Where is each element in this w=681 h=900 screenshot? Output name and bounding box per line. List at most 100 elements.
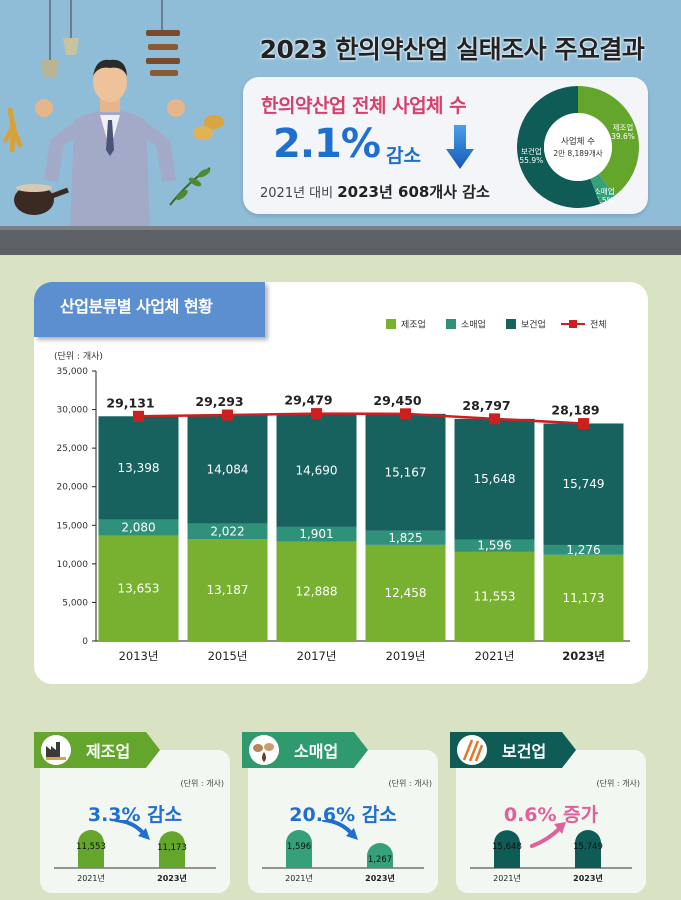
bar-segment xyxy=(98,519,179,536)
chart-unit-label: (단위 : 개사) xyxy=(54,351,103,362)
bar-segment xyxy=(187,523,268,540)
bar-segment xyxy=(276,526,357,542)
sector-tab xyxy=(242,732,368,768)
sector-percent: 3.3% 감소 xyxy=(87,804,183,826)
bar-value-label: 12,458 xyxy=(385,586,427,600)
mini-bar xyxy=(78,830,104,868)
y-tick-label: 10,000 xyxy=(57,560,89,570)
sector-card: (단위 : 개사) 0.6% 증가 xyxy=(456,750,646,893)
y-tick-label: 20,000 xyxy=(57,483,89,493)
y-tick-label: 15,000 xyxy=(57,521,89,531)
chart-title-tab xyxy=(34,282,265,337)
mini-bar-label: 11,553 xyxy=(76,842,106,852)
bar-value-label: 14,690 xyxy=(296,463,338,477)
bar-value-label: 11,553 xyxy=(474,589,516,603)
legend-swatch xyxy=(446,319,456,329)
mini-bar xyxy=(575,830,601,868)
x-tick-label: 2021년 xyxy=(475,649,515,663)
coin-icon xyxy=(204,115,224,129)
sector-mini-chart: 1,596 2021년 1,267 2023년 xyxy=(262,820,424,883)
mini-year-label: 2023년 xyxy=(365,873,395,883)
sector-percent: 0.6% 증가 xyxy=(503,804,599,826)
legend-label: 전체 xyxy=(590,320,607,331)
bar-segment xyxy=(98,416,179,520)
total-value-label: 29,479 xyxy=(284,393,332,408)
herbal-shop-icon xyxy=(249,735,279,765)
x-tick-label: 2013년 xyxy=(119,649,159,663)
total-point xyxy=(578,418,589,430)
sector-tab xyxy=(450,732,576,768)
header-illustration xyxy=(3,0,224,232)
bar-value-label: 13,398 xyxy=(118,461,160,475)
sector-name: 제조업 xyxy=(86,742,131,761)
bar-segment xyxy=(187,415,268,524)
bar-value-label: 13,187 xyxy=(207,583,249,597)
bar-value-label: 15,167 xyxy=(385,465,427,479)
bar-value-label: 14,084 xyxy=(207,462,249,476)
y-tick-label: 35,000 xyxy=(57,367,89,377)
mini-year-label: 2023년 xyxy=(157,873,187,883)
donut-slice-label: 39.6% xyxy=(611,132,635,141)
bar-value-label: 15,648 xyxy=(474,472,516,486)
arrow-head xyxy=(554,822,566,834)
herb-bundle-icon xyxy=(41,60,59,78)
total-value-label: 28,797 xyxy=(462,398,510,413)
bar-segment xyxy=(543,554,624,641)
herb-pot-icon xyxy=(14,185,54,215)
x-tick-label: 2023년 xyxy=(562,649,605,663)
down-arrow-icon xyxy=(446,125,474,169)
page-title: 2023 한의약산업 실태조사 주요결과 xyxy=(259,35,645,64)
bar-segment xyxy=(543,423,624,545)
mini-bar-label: 11,173 xyxy=(157,843,187,853)
mini-bar xyxy=(367,842,393,868)
down-arrow-icon xyxy=(114,820,146,836)
summary-percent: 2.1% xyxy=(273,121,381,167)
total-value-label: 29,293 xyxy=(195,394,243,409)
total-point xyxy=(133,410,144,422)
bar-segment xyxy=(98,535,179,641)
mini-year-label: 2021년 xyxy=(77,873,105,883)
bar-value-label: 12,888 xyxy=(296,584,338,598)
sector-name: 소매업 xyxy=(294,742,339,761)
donut-slice xyxy=(578,86,639,196)
bar-segment xyxy=(276,541,357,641)
sector-mini-chart: 15,648 2021년 15,749 2023년 xyxy=(470,822,632,883)
down-arrow-icon xyxy=(322,820,354,836)
sector-retail: (단위 : 개사) 20.6% 감소 소매업 1,596 2021년 1,267 20… xyxy=(242,730,442,895)
bar-segment xyxy=(454,418,535,540)
legend-label: 제조업 xyxy=(401,320,426,331)
mini-year-label: 2023년 xyxy=(573,873,603,883)
mini-bar-label: 1,596 xyxy=(287,842,311,852)
total-value-label: 28,189 xyxy=(551,403,599,418)
bar-segment xyxy=(365,413,446,531)
sector-card: (단위 : 개사) 3.3% 감소 xyxy=(40,750,230,893)
y-tick-label: 0 xyxy=(82,637,88,647)
donut-slice-label: 55.9% xyxy=(519,156,543,165)
summary-sub-prefix: 2021년 대비 xyxy=(260,186,334,201)
y-tick-label: 30,000 xyxy=(57,406,89,416)
bar-value-label: 1,901 xyxy=(299,527,333,541)
bar-segment xyxy=(454,539,535,552)
donut-slice xyxy=(590,173,616,204)
x-tick-label: 2019년 xyxy=(386,649,426,663)
total-value-label: 29,450 xyxy=(373,393,422,408)
bar-value-label: 1,596 xyxy=(477,539,511,553)
donut-slice-label: 4.5% xyxy=(595,196,614,205)
bar-segment xyxy=(365,544,446,641)
donut-center-value: 2만 8,189개사 xyxy=(553,148,602,158)
factory-icon xyxy=(41,735,71,765)
floor xyxy=(0,230,681,255)
presenter-figure xyxy=(35,59,185,232)
mini-bar xyxy=(494,830,520,868)
mini-year-label: 2021년 xyxy=(285,873,313,883)
bar-segment xyxy=(454,551,535,641)
arrow-head xyxy=(346,828,358,840)
bar-segment xyxy=(365,530,446,545)
sector-card: (단위 : 개사) 20.6% 감소 xyxy=(248,750,438,893)
stacked-bar-chart: (단위 : 개사) 0 5,000 10,000 15,000 20,000 25,000 3… xyxy=(54,319,630,663)
legend-swatch xyxy=(506,319,516,329)
legend-label: 보건업 xyxy=(521,320,546,331)
bar-segment xyxy=(276,413,357,527)
bar-segment xyxy=(543,544,624,555)
